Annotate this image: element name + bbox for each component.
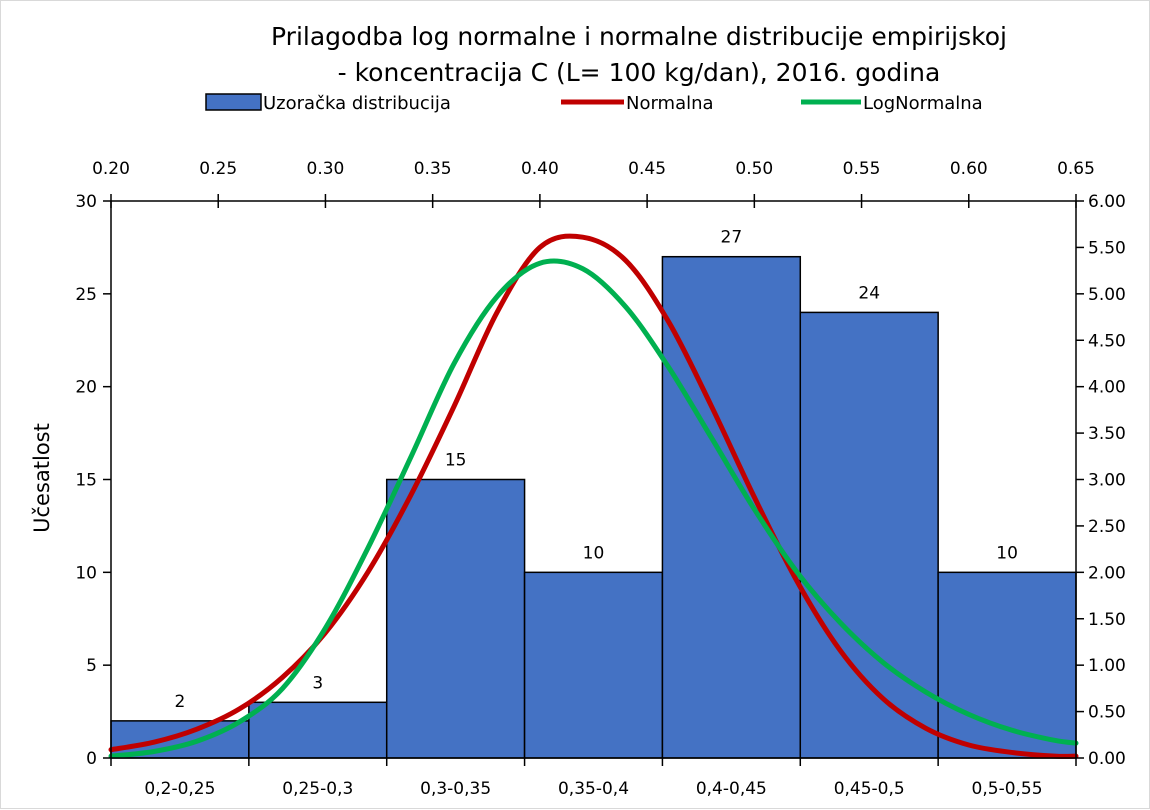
y-left-tick-label: 15 xyxy=(75,471,97,491)
x-tick-label-category: 0,5-0,55 xyxy=(972,779,1043,799)
bar xyxy=(248,701,388,759)
y-left-tick-label: 5 xyxy=(86,656,97,676)
x-top-tick-label: 0.55 xyxy=(843,159,881,179)
chart-title-line-1: Prilagodba log normalne i normalne distr… xyxy=(271,22,1007,51)
y-left-tick-label: 10 xyxy=(75,563,97,583)
x-top-tick-label: 0.30 xyxy=(307,159,345,179)
y-right-tick-label: 0.50 xyxy=(1088,703,1126,723)
legend-label-lognormal: LogNormalna xyxy=(863,93,983,114)
y-right-tick-label: 5.00 xyxy=(1088,285,1126,305)
y-right-tick-label: 6.00 xyxy=(1088,192,1126,212)
legend-label-normal: Normalna xyxy=(626,93,714,114)
chart-title-line-2: - koncentracija C (L= 100 kg/dan), 2016.… xyxy=(338,58,941,87)
lognormal-curve xyxy=(108,258,1079,759)
y-right-tick-label: 0.00 xyxy=(1088,749,1126,769)
x-top-tick-label: 0.35 xyxy=(414,159,452,179)
x-top-tick-label: 0.50 xyxy=(735,159,773,179)
y-axis-label: Učesatlost xyxy=(30,423,54,533)
y-right-tick-label: 1.00 xyxy=(1088,656,1126,676)
bar xyxy=(661,255,802,759)
y-right-tick-label: 1.50 xyxy=(1088,610,1126,630)
bar xyxy=(799,311,939,759)
bar-data-label: 10 xyxy=(583,543,605,563)
x-tick-label-category: 0,2-0,25 xyxy=(144,779,215,799)
y-right-tick-label: 4.00 xyxy=(1088,378,1126,398)
x-top-tick-label: 0.25 xyxy=(199,159,237,179)
tick-labels: 2 0,2-0,25 3 0,25-0,3 15 0,3-0,35 10 0,35-0,4 27… xyxy=(75,159,1126,799)
y-left-tick-label: 20 xyxy=(75,378,97,398)
y-right-tick-label: 3.00 xyxy=(1088,471,1126,491)
x-tick-label-category: 0,4-0,45 xyxy=(696,779,767,799)
x-tick-label-category: 0,45-0,5 xyxy=(834,779,905,799)
y-right-tick-label: 3.50 xyxy=(1088,424,1126,444)
y-right-tick-label: 2.50 xyxy=(1088,517,1126,537)
bar-series xyxy=(110,255,1077,759)
y-left-tick-label: 25 xyxy=(75,285,97,305)
bar-data-label: 2 xyxy=(175,692,186,712)
legend-swatch-bars xyxy=(205,93,262,111)
bar-data-label: 3 xyxy=(312,673,323,693)
bar-data-label: 27 xyxy=(721,228,743,248)
y-left-tick-label: 30 xyxy=(75,192,97,212)
normal-curve xyxy=(108,233,1079,759)
x-tick-label-category: 0,25-0,3 xyxy=(282,779,353,799)
curve-series xyxy=(108,233,1079,759)
bar-data-label: 24 xyxy=(858,283,880,303)
x-top-tick-label: 0.40 xyxy=(521,159,559,179)
y-right-tick-label: 2.00 xyxy=(1088,563,1126,583)
x-top-tick-label: 0.20 xyxy=(92,159,130,179)
legend: Uzoračka distribucija Normalna LogNormal… xyxy=(205,93,983,114)
x-top-tick-label: 0.65 xyxy=(1057,159,1095,179)
bar-data-label: 15 xyxy=(445,451,467,471)
bar xyxy=(523,571,664,759)
bar xyxy=(385,478,526,759)
x-top-tick-label: 0.45 xyxy=(628,159,666,179)
y-right-tick-label: 4.50 xyxy=(1088,331,1126,351)
legend-label-bars: Uzoračka distribucija xyxy=(263,93,451,114)
x-top-tick-label: 0.60 xyxy=(950,159,988,179)
y-left-tick-label: 0 xyxy=(86,749,97,769)
y-right-tick-label: 5.50 xyxy=(1088,238,1126,258)
axes xyxy=(103,194,1084,766)
x-tick-label-category: 0,3-0,35 xyxy=(420,779,491,799)
x-tick-label-category: 0,35-0,4 xyxy=(558,779,629,799)
bar-data-label: 10 xyxy=(996,543,1018,563)
